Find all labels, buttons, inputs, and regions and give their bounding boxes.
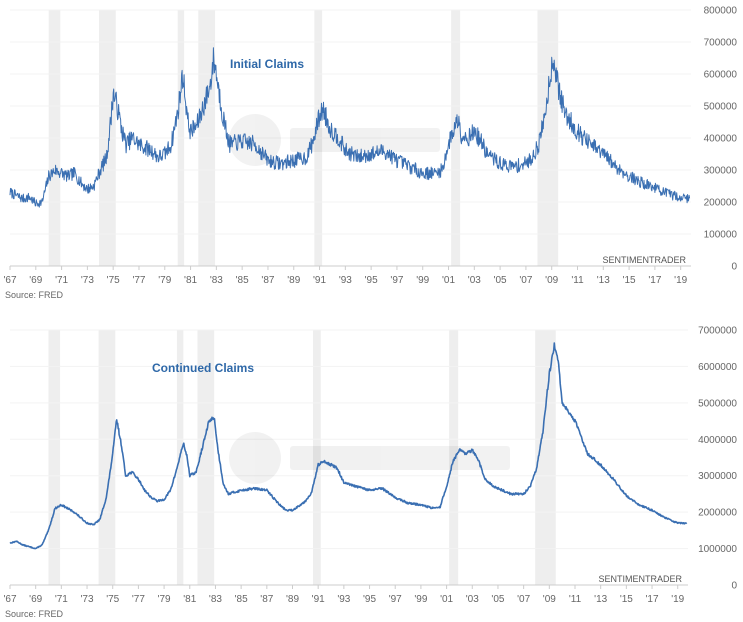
grid-lines (10, 329, 688, 550)
x-tick-label: '17 (646, 594, 659, 605)
x-tick-label: '79 (158, 275, 171, 286)
y-tick-label: 400000 (704, 134, 738, 145)
x-tick-label: '11 (571, 275, 584, 286)
recession-band (48, 330, 61, 585)
y-tick-label: 0 (731, 262, 737, 273)
x-tick-label: '89 (286, 594, 299, 605)
y-tick-label: 700000 (704, 38, 738, 49)
chart-title: Continued Claims (152, 361, 254, 375)
x-axis-ticks: '67 '69 '71 '73 '75 '77 '79 '81 '83 '85 '87 '89 '91 '… (3, 585, 685, 605)
initial-claims-panel: 0 100000 200000 300000 400000 500000 600000 700… (3, 6, 737, 301)
recession-band (313, 330, 321, 585)
x-tick-label: '77 (132, 594, 145, 605)
x-tick-label: '99 (416, 275, 429, 286)
x-tick-label: '89 (287, 275, 300, 286)
x-tick-label: '91 (312, 594, 325, 605)
y-tick-label: 1000000 (698, 544, 737, 555)
x-tick-label: '95 (363, 594, 376, 605)
x-tick-label: '85 (236, 275, 249, 286)
x-tick-label: '97 (389, 594, 402, 605)
x-tick-label: '07 (517, 594, 530, 605)
x-tick-label: '87 (260, 594, 273, 605)
x-tick-label: '81 (184, 275, 197, 286)
y-tick-label: 7000000 (698, 326, 737, 337)
x-tick-label: '15 (620, 594, 633, 605)
y-tick-label: 800000 (704, 6, 738, 17)
x-tick-label: '03 (468, 275, 481, 286)
x-tick-label: '95 (365, 275, 378, 286)
x-tick-label: '99 (414, 594, 427, 605)
x-tick-label: '87 (261, 275, 274, 286)
grid-lines (10, 9, 691, 235)
x-tick-label: '71 (55, 594, 68, 605)
x-tick-label: '79 (158, 594, 171, 605)
brand-watermark: SENTIMENTRADER (598, 574, 682, 584)
x-tick-label: '91 (313, 275, 326, 286)
y-tick-label: 4000000 (698, 435, 737, 446)
x-tick-label: '13 (597, 275, 610, 286)
y-axis-ticks: 0 100000 200000 300000 400000 500000 600000 700… (704, 6, 738, 273)
y-tick-label: 5000000 (698, 398, 737, 409)
x-tick-label: '83 (210, 275, 223, 286)
y-axis-ticks: 0 1000000 2000000 3000000 4000000 5000000 6000… (698, 326, 737, 592)
x-tick-label: '19 (674, 275, 687, 286)
x-tick-label: '03 (466, 594, 479, 605)
source-label: Source: FRED (5, 609, 64, 619)
recession-band (449, 330, 459, 585)
x-tick-label: '85 (235, 594, 248, 605)
continued-claims-panel: 0 1000000 2000000 3000000 4000000 5000000 6000… (3, 326, 737, 620)
recession-bands (48, 330, 556, 585)
x-tick-label: '07 (519, 275, 532, 286)
x-tick-label: '01 (442, 275, 455, 286)
x-tick-label: '05 (491, 594, 504, 605)
y-tick-label: 2000000 (698, 508, 737, 519)
y-tick-label: 0 (731, 581, 737, 592)
x-tick-label: '75 (106, 594, 119, 605)
y-tick-label: 300000 (704, 166, 738, 177)
x-tick-label: '11 (569, 594, 582, 605)
x-tick-label: '73 (81, 275, 94, 286)
x-tick-label: '69 (29, 594, 42, 605)
recession-band (98, 330, 116, 585)
x-tick-label: '05 (494, 275, 507, 286)
recession-band (197, 330, 215, 585)
chart-title: Initial Claims (230, 57, 304, 71)
x-tick-label: '67 (3, 275, 16, 286)
x-tick-label: '19 (671, 594, 684, 605)
x-tick-label: '17 (648, 275, 661, 286)
y-tick-label: 200000 (704, 198, 738, 209)
watermark-logo (229, 114, 440, 166)
x-tick-label: '97 (390, 275, 403, 286)
x-tick-label: '75 (107, 275, 120, 286)
x-axis-ticks: '67 '69 '71 '73 '75 '77 '79 '81 '83 '85 '87 '89 '91 '… (3, 266, 688, 286)
x-tick-label: '93 (337, 594, 350, 605)
x-tick-label: '69 (29, 275, 42, 286)
x-tick-label: '09 (545, 275, 558, 286)
x-tick-label: '71 (55, 275, 68, 286)
x-tick-label: '13 (594, 594, 607, 605)
watermark-logo (229, 432, 510, 484)
continued-claims-line (9, 342, 688, 550)
initial-claims-line (9, 47, 691, 208)
x-tick-label: '01 (440, 594, 453, 605)
y-tick-label: 500000 (704, 102, 738, 113)
x-tick-label: '83 (209, 594, 222, 605)
y-tick-label: 100000 (704, 230, 738, 241)
x-tick-label: '73 (81, 594, 94, 605)
x-tick-label: '93 (339, 275, 352, 286)
y-tick-label: 3000000 (698, 471, 737, 482)
y-tick-label: 600000 (704, 70, 738, 81)
recession-band (535, 330, 556, 585)
source-label: Source: FRED (5, 290, 64, 300)
brand-watermark: SENTIMENTRADER (602, 255, 686, 265)
x-tick-label: '77 (132, 275, 145, 286)
x-tick-label: '09 (543, 594, 556, 605)
x-tick-label: '67 (3, 594, 16, 605)
x-tick-label: '15 (623, 275, 636, 286)
y-tick-label: 6000000 (698, 362, 737, 373)
x-tick-label: '81 (183, 594, 196, 605)
